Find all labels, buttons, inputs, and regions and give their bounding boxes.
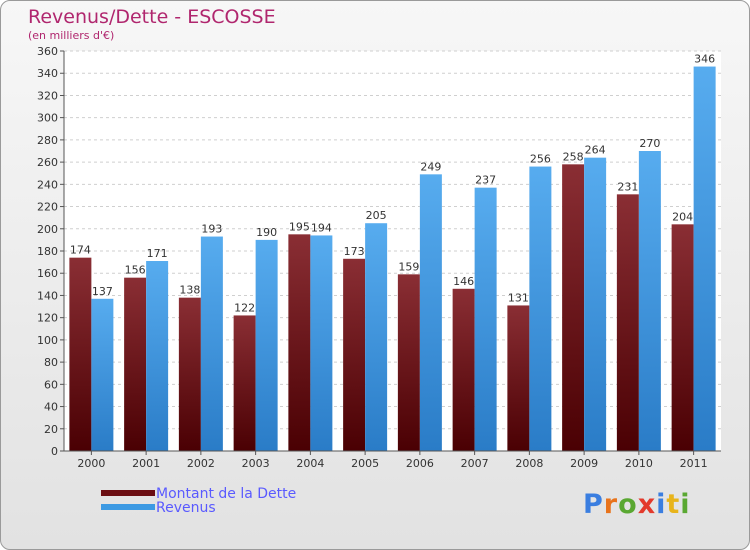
bar-debt [233,315,256,451]
logo-letter: i [656,489,667,520]
bar-debt [452,288,475,451]
bar-debt [288,234,311,451]
data-label-revenue: 171 [147,247,168,260]
y-tick-label: 300 [37,112,58,125]
data-label-debt: 131 [508,291,529,304]
y-tick-label: 100 [37,334,58,347]
data-label-revenue: 205 [366,209,387,222]
x-tick-label: 2003 [242,457,270,470]
y-tick-label: 360 [37,45,58,58]
logo-letter: P [583,489,604,520]
proxiti-logo: Proxiti [583,489,691,520]
data-label-debt: 204 [672,210,693,223]
bar-debt [562,164,585,452]
y-tick-label: 140 [37,289,58,302]
bar-debt [616,194,639,452]
data-label-debt: 156 [125,264,146,277]
y-tick-label: 120 [37,312,58,325]
data-label-revenue: 249 [420,160,441,173]
bar-revenue [255,239,278,451]
bar-revenue [310,235,333,451]
bar-revenue [474,187,497,451]
y-tick-label: 220 [37,201,58,214]
data-label-revenue: 256 [530,153,551,166]
data-label-revenue: 193 [201,223,222,236]
data-label-debt: 258 [563,150,584,163]
y-tick-label: 280 [37,134,58,147]
bar-debt [671,224,694,451]
x-tick-label: 2005 [351,457,379,470]
y-tick-label: 180 [37,245,58,258]
x-tick-label: 2007 [461,457,489,470]
legend-swatch-debt [101,490,155,496]
data-label-revenue: 194 [311,221,332,234]
y-tick-label: 80 [44,356,58,369]
y-tick-label: 320 [37,89,58,102]
bar-revenue [91,298,114,451]
data-label-revenue: 237 [475,174,496,187]
bar-debt [69,257,92,451]
logo-letter: r [603,489,619,520]
y-tick-label: 40 [44,401,58,414]
bar-debt [124,277,147,451]
x-tick-label: 2006 [406,457,434,470]
bar-debt [507,305,530,451]
x-tick-label: 2008 [515,457,543,470]
y-tick-label: 240 [37,178,58,191]
x-tick-label: 2010 [625,457,653,470]
logo-letter: x [637,489,657,520]
x-tick-label: 2000 [77,457,105,470]
logo-letter: i [680,489,691,520]
data-label-revenue: 137 [92,285,113,298]
y-tick-label: 160 [37,267,58,280]
y-tick-label: 60 [44,378,58,391]
chart-title: Revenus/Dette - ESCOSSE [28,6,276,28]
y-tick-label: 20 [44,423,58,436]
logo-letter: o [618,489,638,520]
bar-debt [397,274,420,451]
bar-revenue [638,151,661,451]
data-label-revenue: 264 [585,144,606,157]
bar-revenue [529,166,552,452]
bar-revenue [419,174,442,452]
x-tick-label: 2002 [187,457,215,470]
bar-revenue [200,236,223,451]
x-tick-label: 2004 [296,457,324,470]
data-label-revenue: 190 [256,226,277,239]
bar-revenue [693,66,716,452]
data-label-revenue: 270 [639,137,660,150]
data-label-debt: 122 [234,301,255,314]
y-tick-label: 0 [51,445,58,458]
y-tick-label: 200 [37,223,58,236]
data-label-debt: 138 [179,284,200,297]
x-tick-label: 2009 [570,457,598,470]
legend-label-revenue: Revenus [156,500,216,516]
data-label-debt: 146 [453,275,474,288]
y-tick-label: 260 [37,156,58,169]
bar-revenue [146,261,169,451]
data-label-debt: 174 [70,244,91,257]
bar-revenue [365,223,388,451]
data-label-debt: 173 [344,245,365,258]
bar-debt [178,297,201,451]
data-label-debt: 231 [617,180,638,193]
data-label-revenue: 346 [694,53,715,66]
data-label-debt: 195 [289,220,310,233]
chart-subtitle: (en milliers d'€) [28,29,115,42]
legend-label-debt: Montant de la Dette [156,486,297,502]
bar-debt [343,258,366,451]
x-tick-label: 2011 [680,457,708,470]
y-tick-label: 340 [37,67,58,80]
data-label-debt: 159 [398,260,419,273]
bar-revenue [584,157,607,451]
x-tick-label: 2001 [132,457,160,470]
legend-swatch-revenue [101,504,155,510]
logo-letter: t [666,489,681,520]
